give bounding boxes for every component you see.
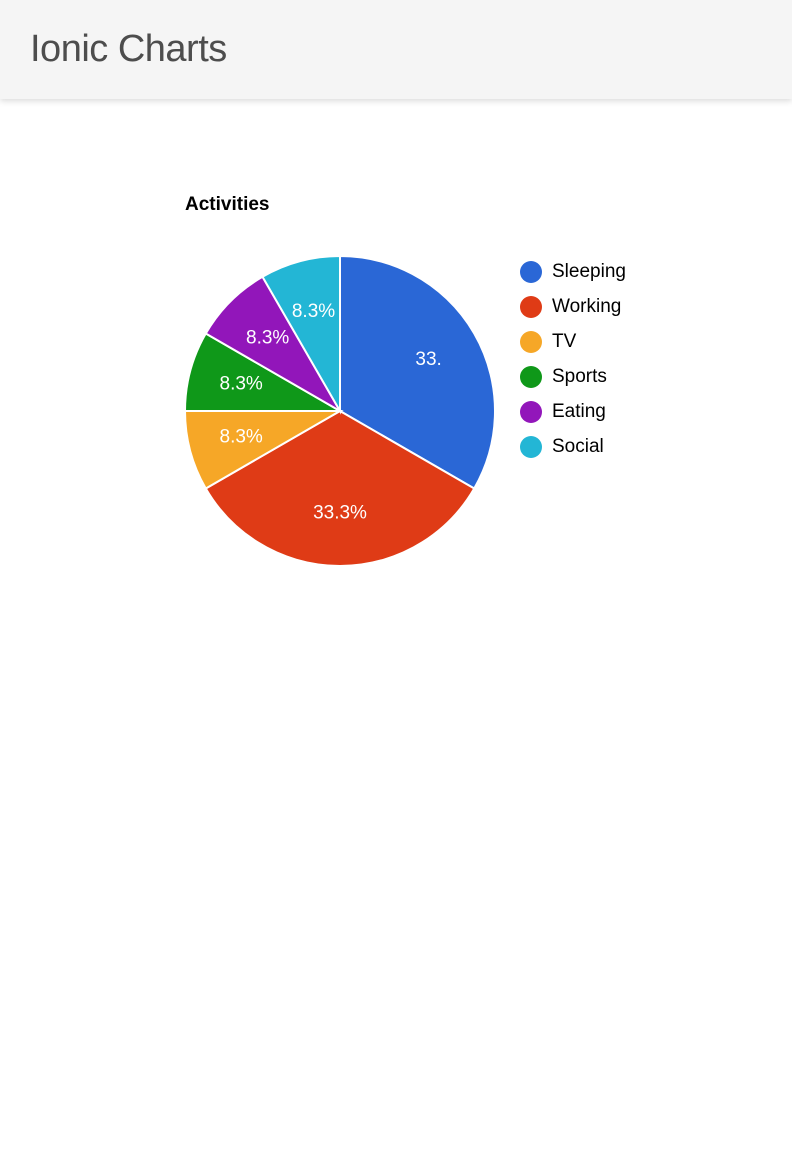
legend-item-tv[interactable]: TV <box>520 331 626 353</box>
pie-chart: 33.33.3%8.3%8.3%8.3%8.3% <box>185 256 495 566</box>
legend-item-social[interactable]: Social <box>520 436 626 458</box>
chart-title: Activities <box>185 194 792 216</box>
app-title: Ionic Charts <box>30 28 762 71</box>
legend-item-working[interactable]: Working <box>520 296 626 318</box>
legend-item-sleeping[interactable]: Sleeping <box>520 261 626 283</box>
legend-dot-icon <box>520 436 542 458</box>
chart-panel: Activities 33.33.3%8.3%8.3%8.3%8.3% Slee… <box>0 99 792 566</box>
legend-label: Working <box>552 296 621 318</box>
legend-dot-icon <box>520 331 542 353</box>
slice-label-social: 8.3% <box>292 301 335 322</box>
legend-label: Sleeping <box>552 261 626 283</box>
legend-label: Social <box>552 436 604 458</box>
legend-dot-icon <box>520 261 542 283</box>
legend-label: Eating <box>552 401 606 423</box>
legend-dot-icon <box>520 296 542 318</box>
chart-area: 33.33.3%8.3%8.3%8.3%8.3% SleepingWorking… <box>185 256 792 566</box>
slice-label-tv: 8.3% <box>220 426 263 447</box>
legend-dot-icon <box>520 401 542 423</box>
slice-label-sleeping: 33. <box>415 349 441 370</box>
slice-label-working: 33.3% <box>313 502 367 523</box>
legend: Sleeping Working TV Sports Eating Social <box>520 261 626 471</box>
app-header: Ionic Charts <box>0 0 792 99</box>
slice-label-sports: 8.3% <box>220 374 263 395</box>
legend-item-sports[interactable]: Sports <box>520 366 626 388</box>
legend-label: TV <box>552 331 576 353</box>
legend-dot-icon <box>520 366 542 388</box>
legend-label: Sports <box>552 366 607 388</box>
legend-item-eating[interactable]: Eating <box>520 401 626 423</box>
slice-label-eating: 8.3% <box>246 328 289 349</box>
